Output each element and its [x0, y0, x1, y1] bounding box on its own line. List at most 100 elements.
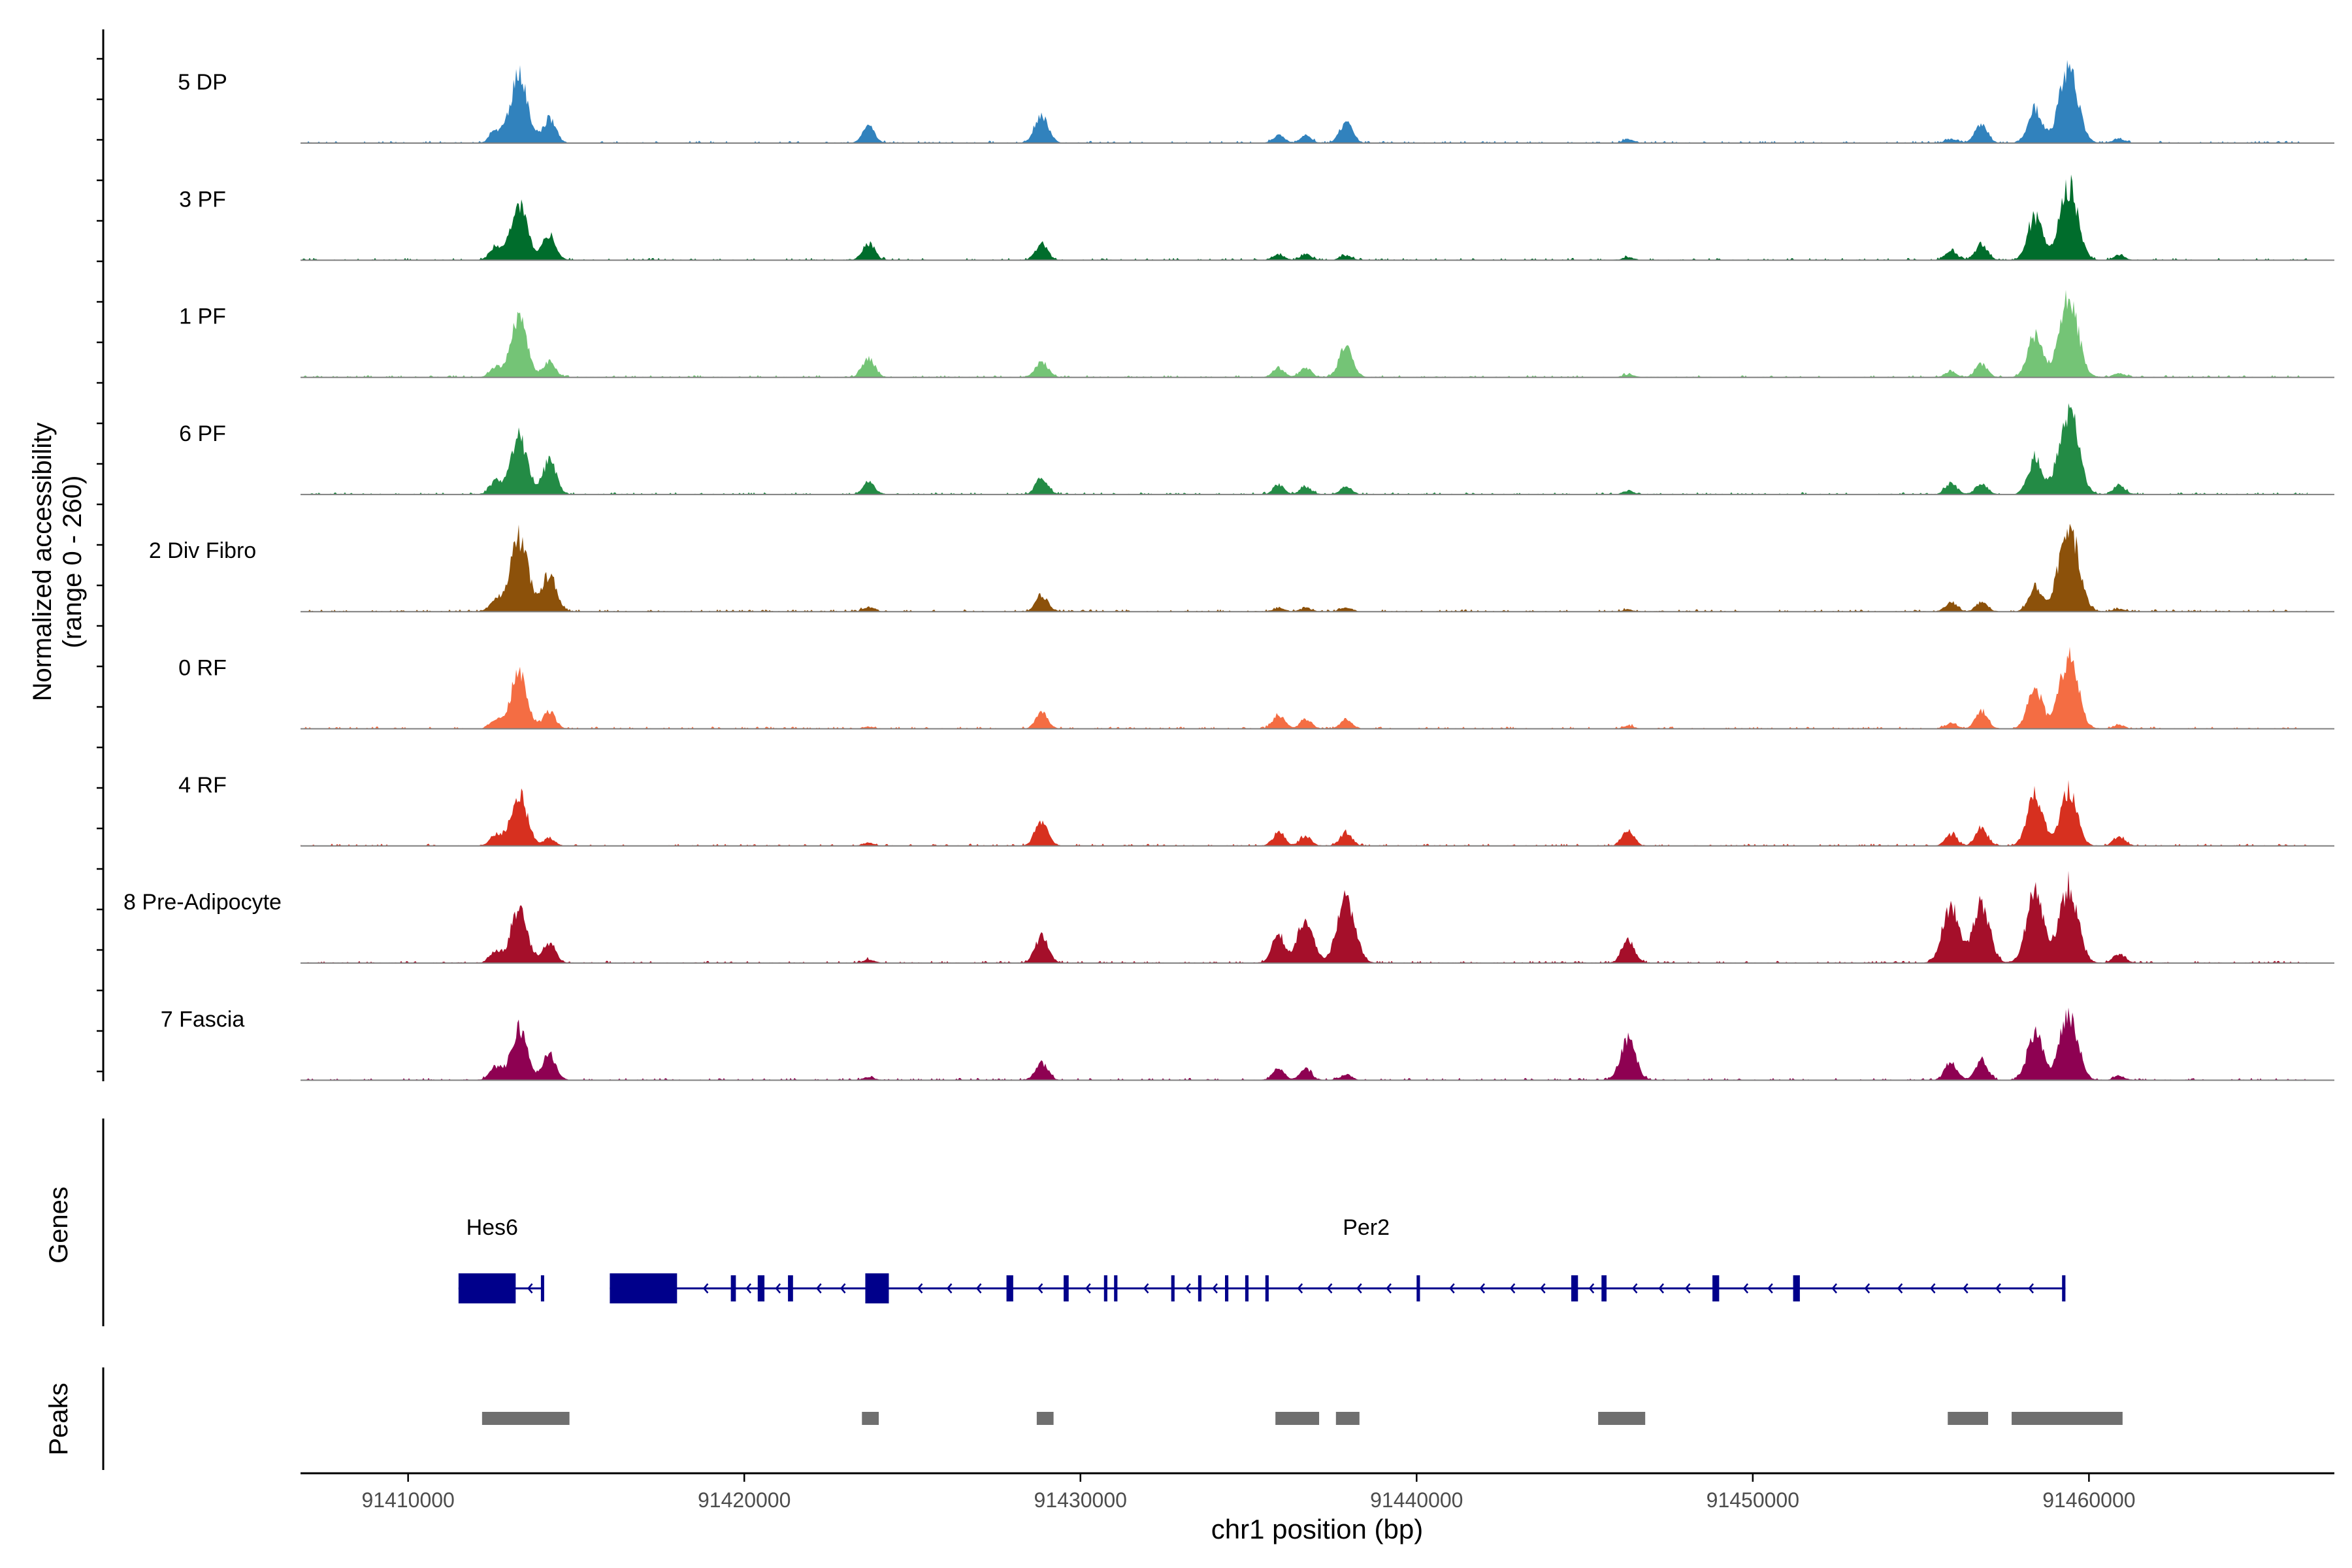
strand-arrow-icon — [1684, 1283, 1691, 1294]
gene-exon — [1064, 1275, 1069, 1301]
gene-exon — [1006, 1275, 1013, 1301]
track-label: 2 Div Fibro — [149, 538, 256, 563]
gene-exon — [540, 1275, 544, 1301]
gene-label: Hes6 — [466, 1215, 518, 1240]
strand-arrow-icon — [1297, 1283, 1303, 1294]
peak-region — [1275, 1412, 1320, 1425]
strand-arrow-icon — [702, 1283, 709, 1294]
track-label: 4 RF — [178, 773, 227, 798]
strand-arrow-icon — [975, 1283, 982, 1294]
strand-arrow-icon — [1449, 1283, 1455, 1294]
gene-exon — [2062, 1275, 2066, 1301]
strand-arrow-icon — [1540, 1283, 1546, 1294]
gene-exon — [1245, 1275, 1249, 1301]
gene-exon — [1103, 1275, 1107, 1301]
x-axis-tick-label: 91410000 — [361, 1488, 454, 1512]
gene-exon — [788, 1275, 793, 1301]
strand-arrow-icon — [1929, 1283, 1936, 1294]
track-4-rf: 4 RF — [178, 773, 2334, 847]
x-axis-tick-label: 91430000 — [1034, 1488, 1127, 1512]
peak-regions — [482, 1412, 2123, 1425]
strand-arrow-icon — [1386, 1283, 1392, 1294]
track-2-div-fibro: 2 Div Fibro — [149, 523, 2334, 613]
gene-exon — [1171, 1275, 1175, 1301]
coverage-area — [301, 870, 2308, 964]
y-axis-label-line1: Normalized accessibility — [28, 423, 57, 702]
genes-panel-label: Genes — [44, 1186, 73, 1264]
x-axis-tick-label: 91440000 — [1370, 1488, 1463, 1512]
gene-exon — [1198, 1275, 1201, 1301]
strand-arrow-icon — [1995, 1283, 2001, 1294]
strand-arrow-icon — [1143, 1283, 1149, 1294]
strand-arrow-icon — [1037, 1283, 1043, 1294]
genes-panel: Genes Hes6 Per2 — [44, 1119, 2066, 1326]
track-label: 3 PF — [179, 187, 226, 212]
coverage-area — [301, 647, 2308, 729]
strand-arrow-icon — [1831, 1283, 1837, 1294]
peak-region — [862, 1412, 879, 1425]
peaks-panel: Peaks — [44, 1367, 2123, 1470]
strand-arrow-icon — [1212, 1283, 1218, 1294]
y-axis-ticks — [97, 57, 103, 1073]
gene-exon — [757, 1275, 765, 1301]
strand-arrow-icon — [1085, 1283, 1091, 1294]
coverage-tracks: 5 DP 3 PF 1 PF 6 PF 2 Div Fibro 0 RF 4 RF 8 Pre… — [123, 59, 2334, 1081]
strand-arrow-icon — [1963, 1283, 1968, 1294]
strand-arrow-icon — [1588, 1283, 1595, 1294]
gene-exon — [1712, 1275, 1720, 1301]
track-1-pf: 1 PF — [179, 289, 2334, 378]
track-3-pf: 3 PF — [179, 174, 2334, 261]
peak-region — [2012, 1412, 2123, 1425]
gene-exon — [1793, 1275, 1800, 1301]
strand-arrow-icon — [1897, 1283, 1903, 1294]
gene-exon — [610, 1273, 678, 1303]
track-7-fascia: 7 Fascia — [161, 1007, 2334, 1081]
strand-arrow-icon — [745, 1283, 752, 1294]
strand-arrow-icon — [1864, 1283, 1870, 1294]
track-label: 6 PF — [179, 421, 226, 446]
peak-region — [1598, 1412, 1646, 1425]
track-label: 8 Pre-Adipocyte — [123, 890, 282, 915]
track-label: 5 DP — [178, 70, 227, 95]
gene-exon — [1225, 1275, 1229, 1301]
peak-region — [482, 1412, 570, 1425]
y-axis: Normalized accessibility (range 0 - 260) — [28, 29, 105, 1081]
track-0-rf: 0 RF — [178, 647, 2334, 730]
x-axis-label: chr1 position (bp) — [1211, 1514, 1424, 1544]
strand-arrow-icon — [1509, 1283, 1516, 1294]
coverage-area — [301, 289, 2308, 378]
y-axis-label-line2: (range 0 - 260) — [58, 476, 87, 649]
x-axis: 91410000 91420000 91430000 91440000 91450000… — [301, 1472, 2334, 1544]
coverage-area — [301, 59, 2308, 143]
gene-exon — [1416, 1275, 1420, 1301]
gene-label: Per2 — [1343, 1215, 1390, 1240]
coverage-area — [301, 174, 2308, 261]
x-axis-tick-label: 91420000 — [698, 1488, 791, 1512]
gene-exon — [1114, 1275, 1118, 1301]
gene-exon — [1265, 1275, 1269, 1301]
strand-arrow-icon — [1767, 1283, 1773, 1294]
track-label: 0 RF — [178, 656, 227, 681]
coverage-area — [301, 779, 2308, 846]
strand-arrow-icon — [946, 1283, 953, 1294]
coverage-area — [301, 1007, 2308, 1081]
gene-per2: Per2 — [610, 1215, 2066, 1303]
peak-region — [1036, 1412, 1054, 1425]
strand-arrow-icon — [775, 1283, 781, 1294]
peak-region — [1335, 1412, 1360, 1425]
gene-exon — [1571, 1275, 1578, 1301]
gene-exon — [458, 1273, 516, 1303]
gene-exon — [865, 1273, 889, 1303]
gene-exon — [730, 1275, 736, 1301]
strand-arrow-icon — [840, 1283, 846, 1294]
x-axis-tick-label: 91460000 — [2042, 1488, 2135, 1512]
track-6-pf: 6 PF — [179, 403, 2334, 495]
track-5-dp: 5 DP — [178, 59, 2334, 144]
coverage-area — [301, 403, 2308, 495]
strand-arrow-icon — [527, 1283, 533, 1294]
x-axis-tick-label: 91450000 — [1707, 1488, 1799, 1512]
strand-arrow-icon — [1479, 1283, 1485, 1294]
track-label: 7 Fascia — [161, 1007, 245, 1032]
strand-arrow-icon — [2028, 1283, 2034, 1294]
strand-arrow-icon — [1326, 1283, 1333, 1294]
